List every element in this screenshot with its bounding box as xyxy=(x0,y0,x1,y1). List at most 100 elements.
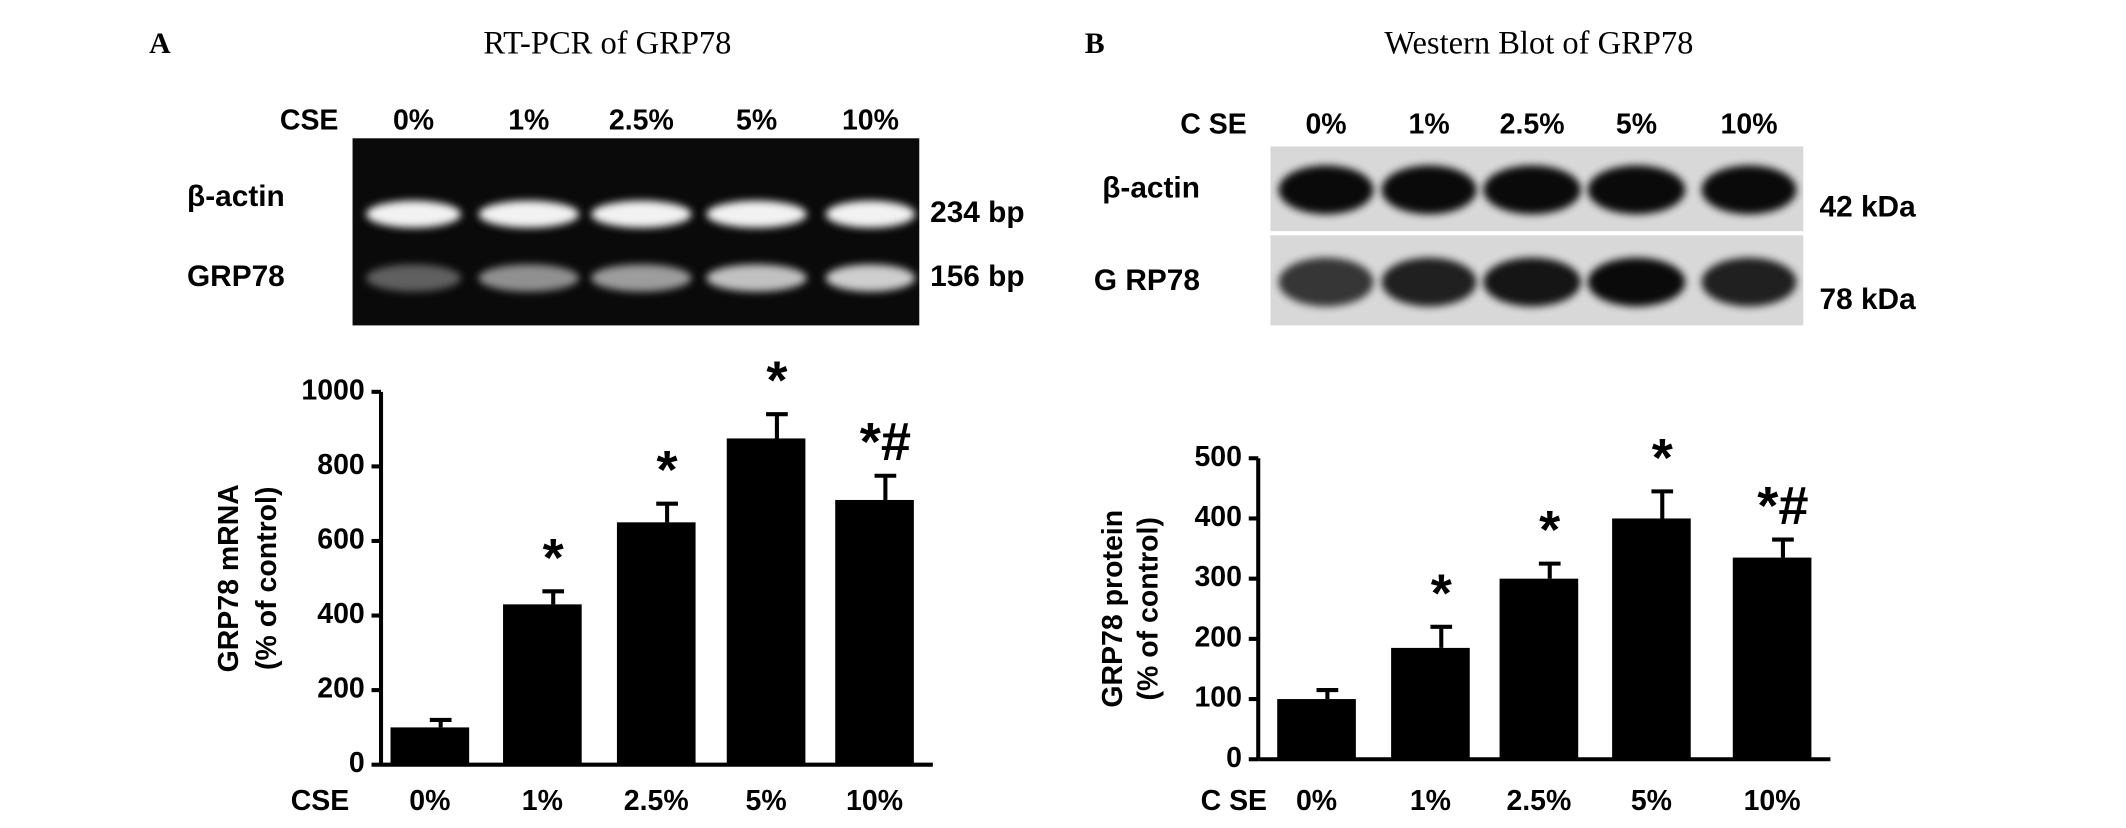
band xyxy=(478,200,579,228)
significance-mark: * xyxy=(657,440,679,500)
y-axis-label: (% of control) xyxy=(251,487,283,670)
band xyxy=(1483,257,1581,307)
band-size: 234 bp xyxy=(930,196,1024,229)
y-tick-label: 100 xyxy=(1194,682,1242,714)
bar xyxy=(1612,518,1691,760)
bar xyxy=(503,604,582,765)
y-tick-label: 300 xyxy=(1194,561,1242,593)
bar xyxy=(616,522,696,765)
error-bar xyxy=(542,589,565,605)
band-name: G RP78 xyxy=(1094,264,1200,297)
band xyxy=(478,264,579,292)
category-header: C SE xyxy=(1201,785,1267,817)
y-tick-label: 400 xyxy=(317,598,365,630)
error-bar xyxy=(1430,624,1453,648)
x-tick-label: 10% xyxy=(1744,785,1801,817)
y-axis-label: GRP78 mRNA xyxy=(213,484,245,672)
y-tick-label: 400 xyxy=(1194,501,1242,533)
x-tick-label: 0% xyxy=(1296,785,1337,817)
band xyxy=(1587,257,1686,307)
y-tick-label: 600 xyxy=(317,523,365,555)
error-bar xyxy=(429,717,452,728)
bar xyxy=(835,499,914,765)
lane-label: 1% xyxy=(1408,109,1449,141)
error-bar xyxy=(1316,687,1339,700)
band xyxy=(1278,257,1374,307)
lane-label: 0% xyxy=(1305,109,1346,141)
category-header: CSE xyxy=(291,785,350,817)
lane-label: 5% xyxy=(1616,109,1657,141)
lane-label: 10% xyxy=(1721,109,1778,141)
band xyxy=(1381,257,1477,307)
y-tick-label: 200 xyxy=(317,673,365,705)
band-name: β-actin xyxy=(187,180,285,213)
panel-title: RT-PCR of GRP78 xyxy=(483,26,731,62)
error-bar xyxy=(1772,537,1794,558)
band xyxy=(1701,165,1797,215)
lane-label: 1% xyxy=(508,105,549,137)
significance-mark: * xyxy=(1652,428,1674,488)
band xyxy=(591,264,692,292)
y-tick-label: 800 xyxy=(317,449,365,481)
band xyxy=(1587,165,1686,215)
x-tick-label: 2.5% xyxy=(1506,785,1571,817)
band xyxy=(591,200,692,228)
significance-mark: * xyxy=(1539,500,1561,560)
band xyxy=(1278,165,1374,215)
band-size: 156 bp xyxy=(930,260,1024,293)
panel-title: Western Blot of GRP78 xyxy=(1384,26,1693,62)
x-tick-label: 0% xyxy=(409,785,450,817)
y-tick-label: 200 xyxy=(1194,621,1242,653)
bar xyxy=(726,438,806,765)
y-axis-label: (% of control) xyxy=(1132,517,1164,700)
band-size: 42 kDa xyxy=(1820,191,1917,224)
band-name: GRP78 xyxy=(187,260,285,293)
significance-mark: *# xyxy=(1757,476,1808,536)
band xyxy=(1381,165,1477,215)
band xyxy=(706,200,807,228)
error-bar xyxy=(656,501,678,523)
y-tick-label: 0 xyxy=(349,747,365,779)
panel-letter: A xyxy=(149,27,171,60)
gel-image xyxy=(352,138,920,326)
significance-mark: *# xyxy=(860,412,911,472)
lane-label: 5% xyxy=(736,105,777,137)
x-tick-label: 10% xyxy=(846,785,903,817)
x-tick-label: 1% xyxy=(1410,785,1451,817)
bar xyxy=(1277,699,1356,760)
panel-letter: B xyxy=(1085,27,1105,60)
gel-row-header: C SE xyxy=(1180,109,1246,141)
lane-label: 2.5% xyxy=(1500,109,1565,141)
x-tick-label: 2.5% xyxy=(624,785,689,817)
lane-label: 0% xyxy=(393,105,434,137)
band xyxy=(706,264,807,292)
x-tick-label: 5% xyxy=(1631,785,1672,817)
band-name: β-actin xyxy=(1102,172,1200,205)
error-bar xyxy=(874,473,897,500)
y-tick-label: 500 xyxy=(1194,441,1242,473)
x-tick-label: 1% xyxy=(522,785,563,817)
y-tick-label: 1000 xyxy=(301,374,364,406)
error-bar xyxy=(1538,561,1561,579)
band-size: 78 kDa xyxy=(1820,283,1917,316)
bar xyxy=(390,727,470,765)
significance-mark: * xyxy=(1431,563,1453,623)
gel-row-header: CSE xyxy=(280,105,339,137)
bar xyxy=(1391,647,1470,760)
band xyxy=(1701,257,1797,307)
band xyxy=(366,200,462,228)
error-bar xyxy=(766,412,788,439)
lane-label: 2.5% xyxy=(609,105,674,137)
error-bar xyxy=(1651,489,1674,519)
band xyxy=(825,264,916,292)
y-axis-label: GRP78 protein xyxy=(1097,510,1129,708)
lane-label: 10% xyxy=(842,105,899,137)
band xyxy=(366,264,462,292)
band xyxy=(825,200,916,228)
significance-mark: * xyxy=(766,351,788,411)
band xyxy=(1483,165,1581,215)
bar xyxy=(1499,578,1579,760)
significance-mark: * xyxy=(543,528,565,588)
x-tick-label: 5% xyxy=(745,785,786,817)
